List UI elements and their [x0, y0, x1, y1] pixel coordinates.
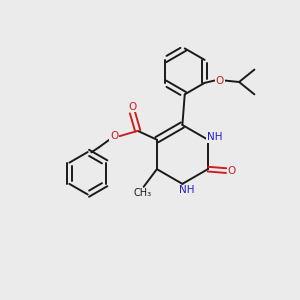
Text: O: O	[128, 102, 136, 112]
Text: CH₃: CH₃	[133, 188, 151, 198]
Text: O: O	[216, 76, 224, 85]
Text: O: O	[227, 166, 236, 176]
Text: O: O	[110, 130, 118, 141]
Text: NH: NH	[207, 132, 222, 142]
Text: NH: NH	[179, 185, 195, 195]
